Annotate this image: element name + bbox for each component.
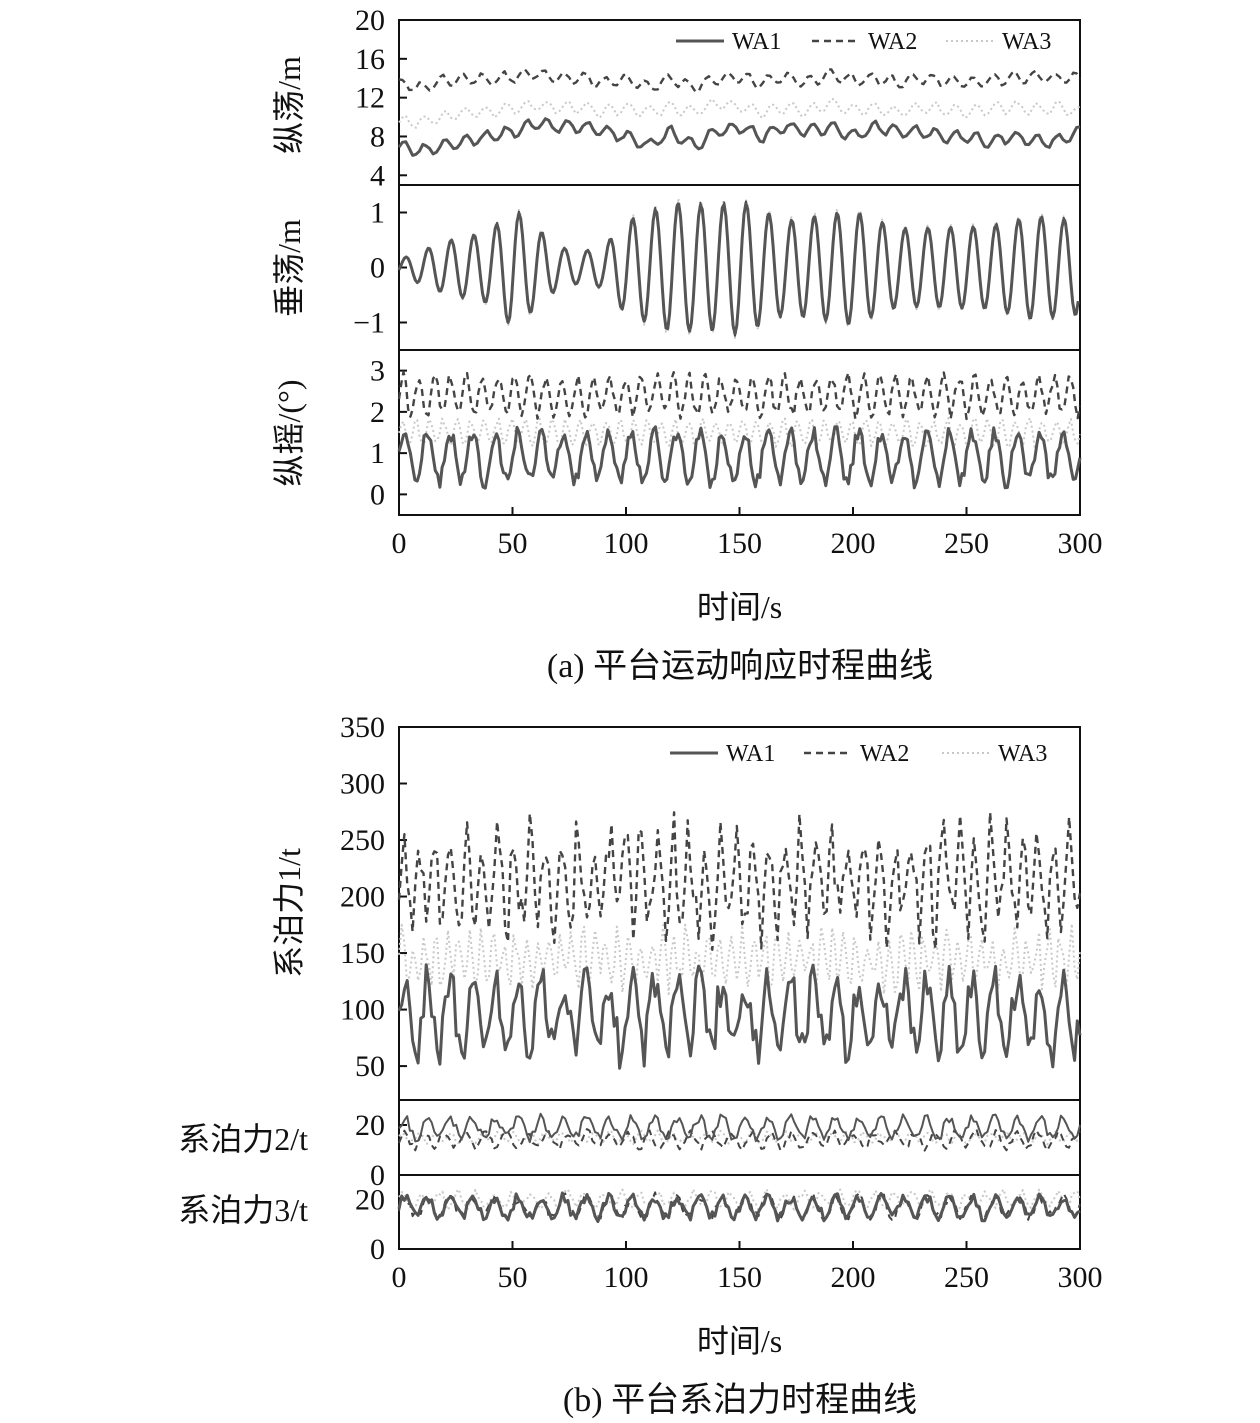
y-tick-label: 20 — [355, 1184, 385, 1217]
pitch-panel-ylabel: 纵摇/(°) — [271, 379, 307, 486]
y-tick-label: 4 — [370, 159, 385, 192]
y-tick-label: 0 — [370, 252, 385, 285]
caption-b: (b) 平台系泊力时程曲线 — [563, 1381, 917, 1419]
x-tick-label: 150 — [717, 1261, 762, 1294]
legend-label-wa3: WA3 — [1002, 29, 1051, 55]
series-line-wa2 — [397, 370, 1082, 421]
x-tick-label: 200 — [831, 527, 876, 560]
x-tick-label: 200 — [831, 1261, 876, 1294]
legend-label-wa2: WA2 — [868, 29, 917, 55]
series-line-wa2 — [397, 811, 1082, 951]
x-tick-label: 0 — [392, 1261, 407, 1294]
x-tick-label: 50 — [498, 527, 528, 560]
y-tick-label: 200 — [340, 881, 385, 914]
y-tick-label: 3 — [370, 355, 385, 388]
series-line-wa1 — [397, 1191, 1081, 1223]
series-line-wa1 — [398, 1112, 1081, 1144]
y-tick-label: 8 — [370, 120, 385, 153]
series-line-wa2 — [398, 1128, 1081, 1152]
x-axis-label: 时间/s — [697, 1323, 782, 1359]
y-tick-label: 1 — [370, 197, 385, 230]
x-tick-label: 50 — [498, 1261, 528, 1294]
legend-label-wa1: WA1 — [732, 29, 781, 55]
series-line-wa1 — [397, 425, 1082, 490]
y-tick-label: 50 — [355, 1050, 385, 1083]
x-tick-label: 100 — [604, 1261, 649, 1294]
y-tick-label: −1 — [353, 307, 385, 340]
legend-label-wa1: WA1 — [726, 741, 775, 767]
series-line-wa3 — [398, 417, 1081, 448]
y-tick-label: 100 — [340, 994, 385, 1027]
y-tick-label: 350 — [340, 711, 385, 744]
y-tick-label: 12 — [355, 82, 385, 115]
mooring1-panel-ylabel: 系泊力1/t — [271, 848, 307, 978]
y-tick-label: 250 — [340, 824, 385, 857]
legend-label-wa3: WA3 — [998, 741, 1047, 767]
x-tick-label: 250 — [944, 527, 989, 560]
x-axis-label: 时间/s — [697, 589, 782, 625]
y-tick-label: 0 — [370, 1233, 385, 1266]
x-tick-label: 100 — [604, 527, 649, 560]
y-tick-label: 2 — [370, 396, 385, 429]
mooring2-panel-ylabel: 系泊力2/t — [178, 1121, 308, 1157]
series-line-wa2 — [398, 68, 1082, 93]
figure-a: 20 16 12 8 4 纵荡/m WA1 WA2 WA3 1 0 −1 垂荡/m 3 2 1 0 纵摇/(°) 0… — [271, 4, 1103, 625]
y-tick-label: 0 — [370, 478, 385, 511]
x-tick-label: 250 — [944, 1261, 989, 1294]
y-tick-label: 16 — [355, 43, 385, 76]
series-line-wa3 — [398, 98, 1081, 129]
caption-a: (a) 平台运动响应时程曲线 — [547, 647, 933, 685]
pitch-panel-frame — [398, 349, 1081, 516]
y-tick-label: 20 — [355, 4, 385, 37]
x-tick-label: 150 — [717, 527, 762, 560]
series-line-wa1 — [397, 117, 1081, 157]
x-tick-label: 300 — [1058, 1261, 1103, 1294]
heave-panel-ylabel: 垂荡/m — [271, 219, 307, 317]
legend-label-wa2: WA2 — [860, 741, 909, 767]
y-tick-label: 150 — [340, 937, 385, 970]
x-tick-label: 0 — [392, 527, 407, 560]
y-tick-label: 300 — [340, 768, 385, 801]
mooring3-panel-ylabel: 系泊力3/t — [178, 1192, 308, 1228]
y-tick-label: 1 — [370, 437, 385, 470]
series-line-wa3 — [398, 922, 1081, 995]
series-line-wa1 — [397, 963, 1082, 1070]
series-line-wa1 — [397, 202, 1080, 336]
mooring1-panel-frame — [398, 726, 1081, 1101]
y-tick-label: 0 — [370, 1159, 385, 1192]
x-tick-label: 300 — [1058, 527, 1103, 560]
y-tick-label: 20 — [355, 1109, 385, 1142]
surge-panel-ylabel: 纵荡/m — [271, 56, 307, 154]
